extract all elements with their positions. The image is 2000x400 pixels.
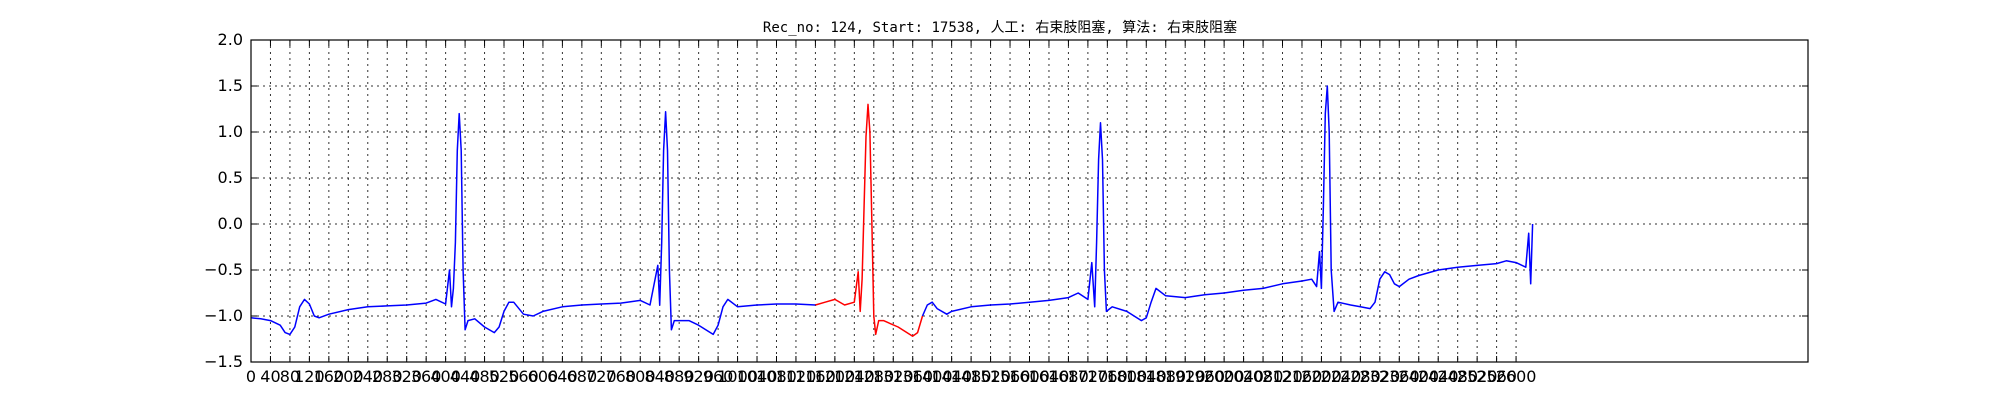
x-tick-label: 1000 — [717, 367, 758, 386]
x-tick-label: 1560 — [990, 367, 1031, 386]
x-tick-label: 640 — [547, 367, 578, 386]
x-tick-label: 2080 — [1243, 367, 1284, 386]
x-tick-label: 2000 — [1204, 367, 1245, 386]
x-tick-label: 2200 — [1301, 367, 1342, 386]
x-tick-label: 1520 — [970, 367, 1011, 386]
x-tick-label: 920 — [683, 367, 714, 386]
x-tick-label: 0 — [246, 367, 256, 386]
x-tick-label: 1960 — [1184, 367, 1225, 386]
x-tick-label: 960 — [703, 367, 734, 386]
x-tick-label: 160 — [314, 367, 345, 386]
x-tick-label: 1120 — [776, 367, 817, 386]
y-tick-label: −0.5 — [204, 260, 243, 279]
x-tick-label: 2120 — [1262, 367, 1303, 386]
y-tick-label: 0.0 — [218, 214, 243, 233]
y-tick-label: 1.5 — [218, 76, 243, 95]
y-axis-tick-labels: 2.0 1.5 1.0 0.5 0.0 −0.5 −1.0 −1.5 — [204, 30, 243, 371]
x-tick-label: 2040 — [1223, 367, 1264, 386]
x-tick-label: 1680 — [1048, 367, 1089, 386]
x-tick-label: 1880 — [1145, 367, 1186, 386]
x-tick-label: 440 — [450, 367, 481, 386]
x-tick-label: 120 — [294, 367, 325, 386]
y-tick-label: 0.5 — [218, 168, 243, 187]
x-tick-label: 480 — [469, 367, 500, 386]
axis-ticks — [250, 39, 1808, 363]
x-tick-label: 1600 — [1009, 367, 1050, 386]
x-tick-label: 560 — [508, 367, 539, 386]
x-tick-label: 2160 — [1282, 367, 1323, 386]
x-axis-tick-labels: 0 40 8012016020024028032036040044048052056… — [246, 367, 1537, 386]
x-tick-label: 1640 — [1029, 367, 1070, 386]
x-tick-label: 2360 — [1379, 367, 1420, 386]
x-tick-label: 1040 — [737, 367, 778, 386]
x-tick-label: 80 — [280, 367, 300, 386]
x-tick-label: 1360 — [892, 367, 933, 386]
x-tick-label: 800 — [625, 367, 656, 386]
x-tick-label: 1800 — [1106, 367, 1147, 386]
y-tick-label: 2.0 — [218, 30, 243, 49]
x-tick-label: 2600 — [1496, 367, 1537, 386]
series-line-0 — [250, 111, 816, 336]
x-tick-label: 880 — [664, 367, 695, 386]
x-tick-label: 360 — [411, 367, 442, 386]
x-tick-label: 2400 — [1398, 367, 1439, 386]
x-tick-label: 1720 — [1068, 367, 1109, 386]
x-tick-label: 280 — [372, 367, 403, 386]
x-tick-label: 400 — [430, 367, 461, 386]
x-tick-label: 2520 — [1457, 367, 1498, 386]
y-tick-label: 1.0 — [218, 122, 243, 141]
x-tick-label: 760 — [606, 367, 637, 386]
y-tick-label: −1.0 — [204, 306, 243, 325]
x-tick-label: 2480 — [1437, 367, 1478, 386]
x-tick-label: 320 — [391, 367, 422, 386]
x-tick-label: 1280 — [853, 367, 894, 386]
x-tick-label: 1840 — [1126, 367, 1167, 386]
grid-lines — [251, 40, 1808, 362]
x-tick-label: 1200 — [815, 367, 856, 386]
x-tick-label: 1160 — [795, 367, 836, 386]
x-tick-label: 2440 — [1418, 367, 1459, 386]
x-tick-label: 1440 — [931, 367, 972, 386]
x-tick-label: 2240 — [1321, 367, 1362, 386]
x-tick-label: 720 — [586, 367, 617, 386]
series-line-2 — [921, 85, 1534, 322]
x-tick-label: 1080 — [756, 367, 797, 386]
x-tick-label: 40 — [260, 367, 280, 386]
x-tick-label: 1240 — [834, 367, 875, 386]
series-line-1 — [815, 103, 924, 337]
x-tick-label: 1400 — [912, 367, 953, 386]
plot-series — [250, 85, 1534, 337]
x-tick-label: 1320 — [873, 367, 914, 386]
x-tick-label: 2320 — [1359, 367, 1400, 386]
x-tick-label: 240 — [353, 367, 384, 386]
x-tick-label: 2560 — [1476, 367, 1517, 386]
x-tick-label: 600 — [528, 367, 559, 386]
x-tick-label: 1480 — [951, 367, 992, 386]
x-tick-label: 1760 — [1087, 367, 1128, 386]
x-tick-label: 2280 — [1340, 367, 1381, 386]
x-tick-label: 840 — [644, 367, 675, 386]
chart-title: Rec_no: 124, Start: 17538, 人工: 右束肢阻塞, 算法… — [763, 19, 1237, 36]
x-tick-label: 1920 — [1165, 367, 1206, 386]
x-tick-label: 200 — [333, 367, 364, 386]
x-tick-label: 680 — [567, 367, 598, 386]
y-tick-label: −1.5 — [204, 352, 243, 371]
x-tick-label: 520 — [489, 367, 520, 386]
